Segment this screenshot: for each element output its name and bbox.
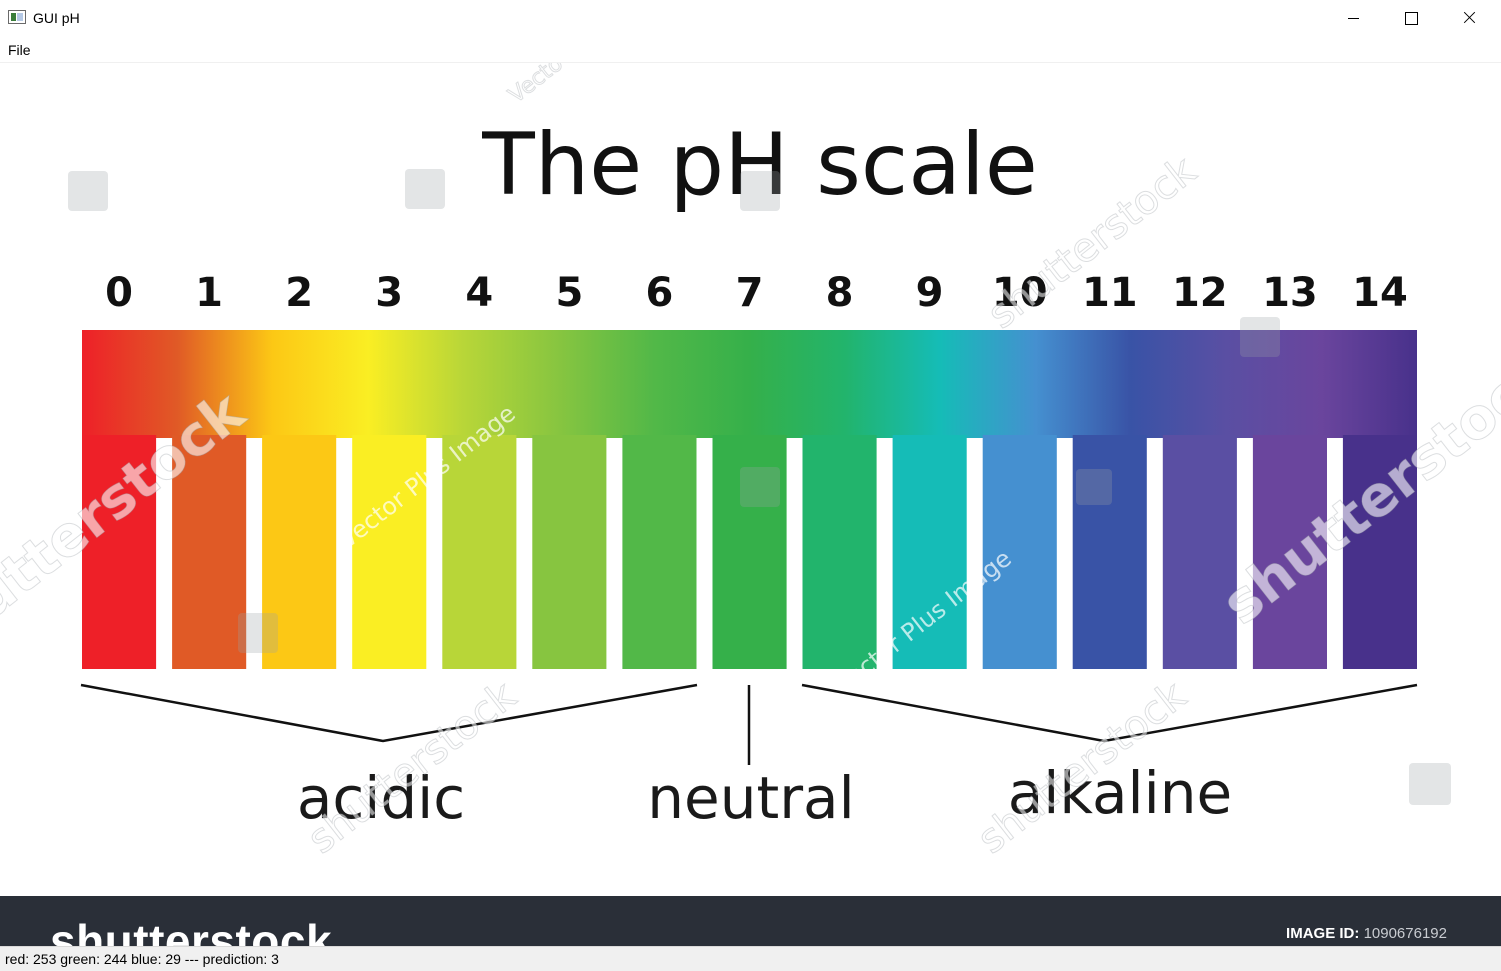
ph-swatch-9[interactable]	[892, 435, 967, 669]
ph-swatch-5[interactable]	[532, 435, 607, 669]
watermark-badge-5	[740, 467, 780, 507]
ph-swatch-6[interactable]	[622, 435, 697, 669]
ph-swatch-14[interactable]	[1342, 435, 1417, 669]
watermark-badge-8	[1409, 763, 1451, 805]
ph-swatch-4[interactable]	[442, 435, 517, 669]
window-title: GUI pH	[33, 10, 80, 26]
alkaline-bracket	[801, 683, 1418, 743]
ph-number-row: 0 1 2 3 4 5 6 7 8 9 10 11 12 13 14	[105, 270, 1408, 316]
app-window-icon	[8, 10, 26, 24]
ph-number-10: 10	[992, 270, 1048, 316]
ph-number-12: 12	[1172, 270, 1228, 316]
image-footer-band: shutterstock IMAGE ID: 1090676192	[0, 896, 1501, 946]
ph-swatch-10[interactable]	[982, 435, 1057, 669]
watermark-badge-7	[238, 613, 278, 653]
ph-number-1: 1	[195, 270, 223, 316]
ph-number-8: 8	[826, 270, 854, 316]
ph-number-4: 4	[465, 270, 493, 316]
image-id-label: IMAGE ID:	[1286, 925, 1360, 942]
title-bar: GUI pH	[0, 0, 1501, 36]
maximize-button[interactable]	[1382, 0, 1440, 36]
watermark-badge-6	[1076, 469, 1112, 505]
ph-number-6: 6	[645, 270, 673, 316]
ph-number-5: 5	[555, 270, 583, 316]
menu-file[interactable]: File	[8, 42, 31, 58]
ph-swatch-7[interactable]	[712, 435, 787, 669]
watermark-fragment: Vecto	[504, 63, 568, 109]
ph-swatch-row	[82, 435, 1417, 669]
category-brackets	[80, 683, 1418, 765]
ph-number-13: 13	[1262, 270, 1318, 316]
watermark-badge-2	[405, 169, 445, 209]
ph-image-canvas[interactable]: The pH scale 0 1 2 3 4 5 6 7 8 9 10 11 12 13 14 acidic…	[0, 63, 1501, 896]
watermark-badge-3	[740, 171, 780, 211]
watermark-badge-1	[68, 171, 108, 211]
ph-number-7: 7	[736, 270, 764, 316]
close-button[interactable]	[1440, 0, 1498, 36]
ph-swatch-1[interactable]	[172, 435, 247, 669]
ph-number-9: 9	[916, 270, 944, 316]
acidic-bracket	[80, 683, 698, 743]
ph-gradient-band	[82, 330, 1417, 438]
ph-number-0: 0	[105, 270, 133, 316]
category-alkaline: alkaline	[1008, 759, 1232, 827]
footer-image-id: IMAGE ID: 1090676192	[1286, 925, 1447, 942]
category-neutral: neutral	[647, 764, 854, 832]
image-id-value: 1090676192	[1363, 925, 1447, 942]
menu-bar: File	[0, 36, 1501, 63]
ph-swatch-0[interactable]	[82, 435, 157, 669]
ph-swatch-13[interactable]	[1252, 435, 1327, 669]
ph-number-3: 3	[375, 270, 403, 316]
minimize-button[interactable]	[1324, 0, 1382, 36]
ph-swatch-11[interactable]	[1072, 435, 1147, 669]
ph-number-2: 2	[285, 270, 313, 316]
ph-number-14: 14	[1352, 270, 1408, 316]
ph-swatch-2[interactable]	[262, 435, 337, 669]
watermark-badge-4	[1240, 317, 1280, 357]
ph-swatch-12[interactable]	[1162, 435, 1237, 669]
footer-brand-logo: shutterstock	[50, 915, 333, 946]
ph-swatch-8[interactable]	[802, 435, 877, 669]
ph-swatch-3[interactable]	[352, 435, 427, 669]
image-title: The pH scale	[481, 115, 1037, 215]
status-readout: red: 253 green: 244 blue: 29 --- predict…	[5, 951, 279, 967]
ph-scale-image[interactable]: The pH scale 0 1 2 3 4 5 6 7 8 9 10 11 12 13 14 acidic…	[0, 63, 1501, 896]
ph-number-11: 11	[1082, 270, 1138, 316]
category-acidic: acidic	[297, 764, 465, 832]
status-bar: red: 253 green: 244 blue: 29 --- predict…	[0, 946, 1501, 971]
watermark-badges	[68, 169, 1451, 805]
